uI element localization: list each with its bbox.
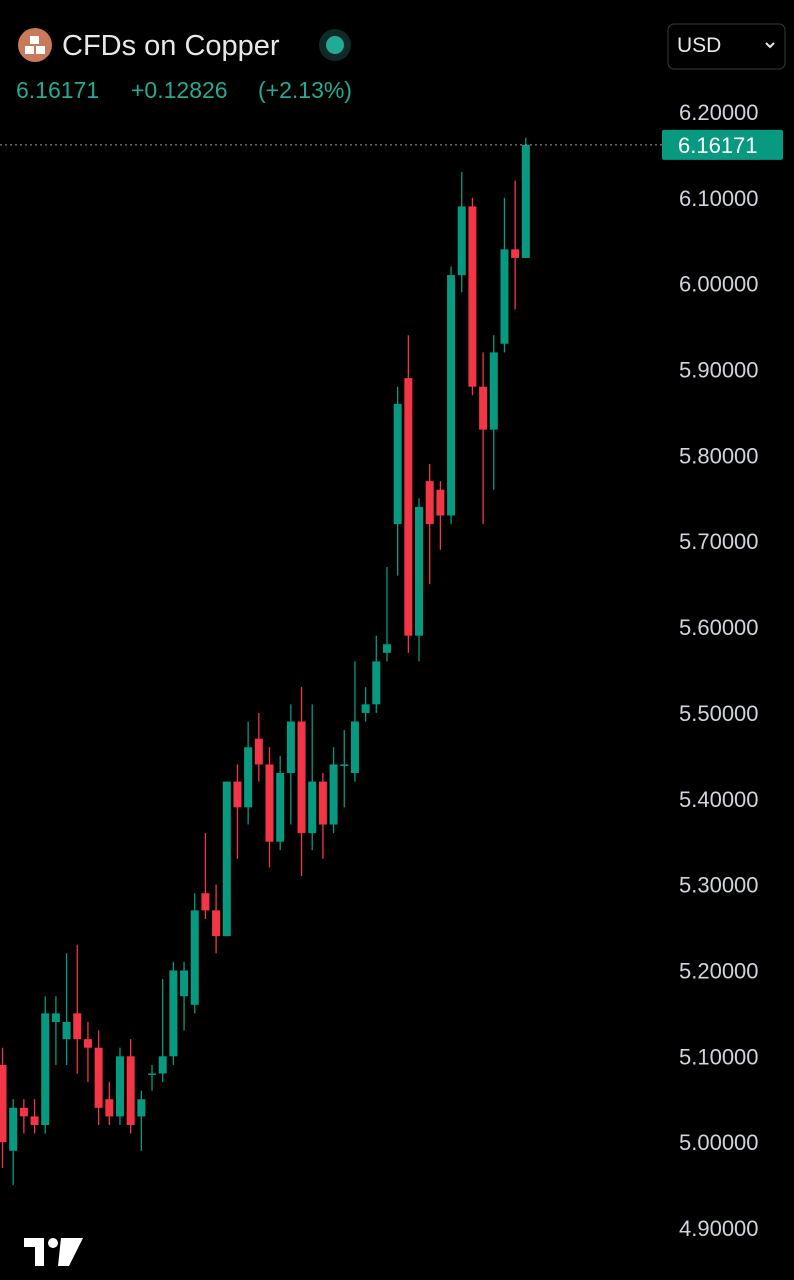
candle-body <box>425 481 434 525</box>
candle-body <box>169 970 178 1057</box>
candle-body <box>297 721 306 834</box>
candle-body <box>9 1107 18 1151</box>
plot: 6.20000 6.10000 6.00000 5.90000 5.80000 5.700… <box>0 100 783 1241</box>
currency-box[interactable] <box>667 23 786 70</box>
candle-body <box>190 910 199 1005</box>
last-price-tag <box>662 129 783 160</box>
header-price: 6.16171 <box>16 77 99 103</box>
candle-body <box>148 1073 157 1075</box>
y-tick-label: 5.40000 <box>679 787 759 812</box>
status-dot <box>326 36 344 54</box>
y-tick-label: 5.90000 <box>679 358 759 383</box>
y-tick-label: 6.20000 <box>679 100 759 125</box>
candle-body <box>340 764 349 766</box>
candle-body <box>73 1013 82 1040</box>
candle-body <box>30 1116 39 1125</box>
header-change: +0.12826 <box>131 77 228 103</box>
candle-body <box>447 275 456 516</box>
currency-label[interactable]: USD <box>677 34 721 57</box>
y-tick-label: 6.10000 <box>679 186 759 211</box>
candle-body <box>265 764 274 842</box>
candle-body <box>233 781 242 808</box>
candle-body <box>468 206 477 387</box>
y-tick-label: 6.00000 <box>679 272 759 297</box>
candle-body <box>212 910 221 937</box>
y-tick-label: 5.60000 <box>679 615 759 640</box>
candle-body <box>19 1107 28 1117</box>
header-change-percent: (+2.13%) <box>258 77 352 103</box>
symbol-title: CFDs on Copper <box>62 30 280 62</box>
candle-body <box>180 970 189 997</box>
candle-body <box>222 781 231 937</box>
last-price-label: 6.16171 <box>678 133 758 158</box>
candle-body <box>41 1013 50 1125</box>
candle-body <box>489 352 498 430</box>
candle-body <box>276 773 285 842</box>
candle-body <box>500 249 509 344</box>
candle-body <box>94 1047 103 1108</box>
candle-body <box>137 1099 146 1117</box>
candle-body <box>126 1056 135 1125</box>
dropdown-arrow[interactable] <box>765 42 775 49</box>
candle-body <box>308 781 317 834</box>
currency-select[interactable]: USD <box>667 23 786 70</box>
candle-body <box>244 747 253 808</box>
candle-body <box>201 893 210 911</box>
candle-body <box>511 249 520 258</box>
candle-body <box>254 738 263 765</box>
y-tick-label: 5.20000 <box>679 958 759 983</box>
y-tick-label: 5.80000 <box>679 443 759 468</box>
candle-body <box>479 386 488 430</box>
candle-body <box>115 1056 124 1117</box>
y-tick-label: 5.70000 <box>679 529 759 554</box>
candle-body <box>51 1013 60 1022</box>
tv-logo <box>24 1238 83 1266</box>
candle-body <box>0 1064 7 1143</box>
candle-body <box>158 1056 167 1074</box>
y-tick-label: 4.90000 <box>679 1216 759 1241</box>
y-tick-label: 5.30000 <box>679 873 759 898</box>
y-tick-label: 5.10000 <box>679 1044 759 1069</box>
candle-body <box>457 206 466 276</box>
candle-body <box>415 506 424 636</box>
candle-body <box>83 1039 92 1048</box>
symbol-icon <box>18 28 52 62</box>
candle-body <box>382 644 391 653</box>
candle-body <box>105 1099 114 1117</box>
candle-body <box>329 764 338 825</box>
y-tick-label: 5.00000 <box>679 1130 759 1155</box>
candle-body <box>62 1021 71 1040</box>
candle-body <box>318 781 327 825</box>
candle-body <box>404 378 413 636</box>
candle-body <box>372 661 381 705</box>
candle-body <box>436 489 445 516</box>
candle-body <box>393 403 402 525</box>
candle-body <box>361 704 370 713</box>
y-tick-label: 5.50000 <box>679 701 759 726</box>
candle-body <box>521 144 530 258</box>
candle-body <box>286 721 295 774</box>
candle-body <box>350 721 359 774</box>
